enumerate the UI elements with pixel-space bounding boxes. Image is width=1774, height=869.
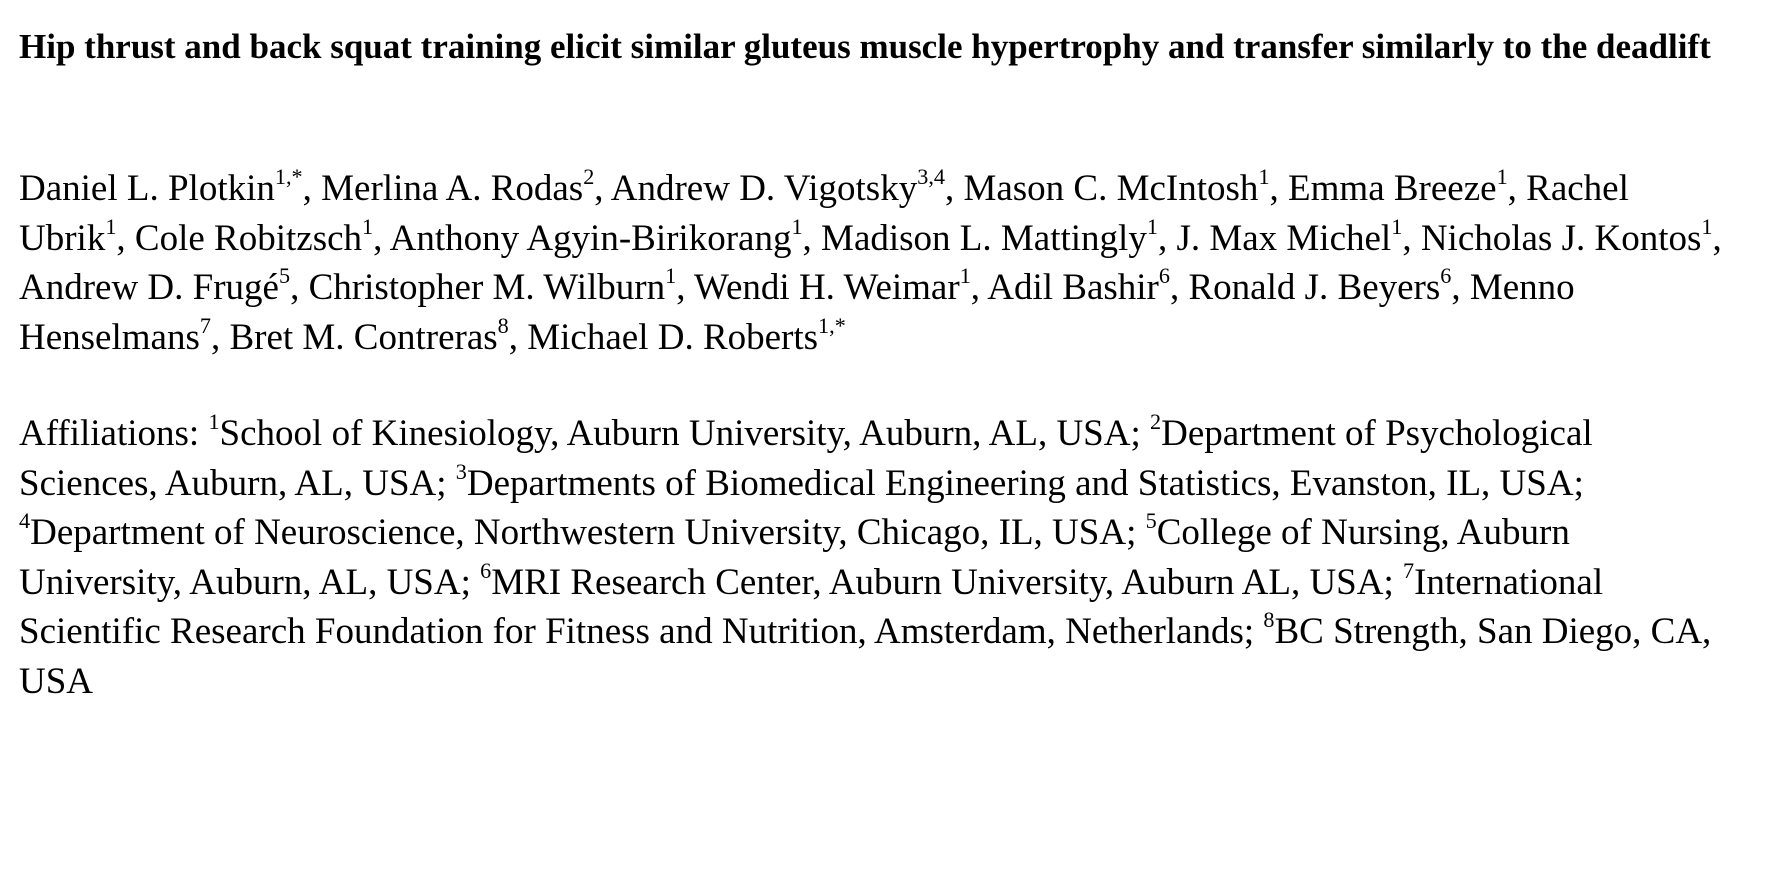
- affiliation-text: Department of Psychological Sciences, Au…: [19, 413, 1593, 504]
- affiliation-text: College of Nursing, Auburn University, A…: [19, 512, 1570, 603]
- affiliation-text: International Scientific Research Founda…: [19, 561, 1604, 653]
- author-name: Andrew D. Vigotsky: [610, 168, 918, 209]
- author-separator: ,: [1451, 267, 1470, 308]
- affiliation-text: Departments of Biomedical Engineering an…: [466, 462, 1574, 504]
- affiliation-text: Department of Neuroscience, Northwestern…: [30, 512, 1127, 553]
- affiliation-marker: 3: [455, 458, 467, 484]
- author-separator: ,: [1169, 267, 1189, 308]
- author-affiliation-marker: 1: [959, 263, 971, 289]
- affiliation-marker: 8: [1263, 607, 1275, 633]
- affiliation-marker: 7: [1403, 557, 1415, 583]
- author-separator: ,: [1157, 217, 1177, 259]
- author-separator: ,: [290, 267, 309, 308]
- author-affiliation-marker: 6: [1158, 263, 1170, 289]
- author-name: Nicholas J. Kontos: [1420, 217, 1702, 259]
- affiliation-separator: ;: [1243, 611, 1264, 652]
- author-name: Christopher M. Wilburn: [308, 267, 666, 308]
- affiliation-marker: 4: [19, 508, 31, 534]
- affiliation-separator: ;: [1573, 462, 1584, 504]
- affiliation-separator: ;: [460, 561, 481, 603]
- author-affiliation-marker: 8: [497, 312, 509, 338]
- author-affiliation-marker: 1: [1258, 164, 1270, 190]
- author-affiliation-marker: 1: [105, 213, 117, 239]
- author-name: Bret M. Contreras: [229, 316, 498, 358]
- author-name: J. Max Michel: [1176, 217, 1392, 259]
- affiliation-marker: 6: [480, 557, 492, 583]
- affiliation-separator: ;: [436, 462, 456, 504]
- author-affiliation-marker: 1: [665, 263, 677, 289]
- author-separator: ,: [1269, 168, 1289, 209]
- author-affiliation-marker: 2: [583, 164, 595, 190]
- affiliation-marker: 2: [1150, 409, 1162, 435]
- author-separator: ,: [116, 217, 135, 259]
- author-affiliation-marker: 1,*: [818, 312, 846, 338]
- author-name: Andrew D. Frugé: [19, 267, 279, 308]
- affiliation-text: MRI Research Center, Auburn University, …: [491, 561, 1384, 603]
- author-name: Rachel Ubrik: [19, 168, 1629, 259]
- author-name: Adil Bashir: [987, 267, 1159, 308]
- author-separator: ,: [594, 168, 611, 209]
- author-separator: ,: [802, 217, 822, 259]
- affiliation-separator: ;: [1126, 512, 1146, 553]
- author-name: Michael D. Roberts: [527, 316, 819, 358]
- author-separator: ,: [508, 316, 528, 358]
- author-name: Menno Henselmans: [19, 267, 1575, 358]
- author-separator: ,: [970, 267, 988, 308]
- author-separator: ,: [210, 316, 230, 358]
- author-name: Emma Breeze: [1288, 168, 1497, 209]
- affiliation-marker: 5: [1145, 508, 1157, 534]
- author-separator: ,: [373, 217, 390, 259]
- author-separator: ,: [302, 168, 322, 209]
- author-affiliation-marker: 1: [1146, 213, 1158, 239]
- paper-page: Hip thrust and back squat training elici…: [19, 22, 1759, 706]
- affiliation-list: Affiliations: 1School of Kinesiology, Au…: [19, 409, 1739, 706]
- affiliation-separator: ;: [1383, 561, 1403, 603]
- author-name: Wendi H. Weimar: [694, 267, 960, 308]
- author-name: Madison L. Mattingly: [821, 217, 1147, 259]
- author-affiliation-marker: 1: [362, 213, 374, 239]
- author-affiliation-marker: 5: [278, 263, 291, 289]
- author-affiliation-marker: 1: [791, 213, 803, 239]
- affiliation-marker: 1: [208, 409, 220, 435]
- author-separator: ,: [676, 267, 695, 308]
- author-name: Daniel L. Plotkin: [19, 168, 275, 209]
- author-separator: ,: [1712, 217, 1722, 259]
- author-affiliation-marker: 1: [1701, 213, 1713, 239]
- author-affiliation-marker: 6: [1440, 263, 1452, 289]
- author-name: Ronald J. Beyers: [1188, 267, 1441, 308]
- paper-title: Hip thrust and back squat training elici…: [19, 27, 1711, 66]
- author-separator: ,: [1507, 168, 1527, 209]
- author-name: Anthony Agyin-Birikorang: [389, 217, 792, 259]
- author-affiliation-marker: 3,4: [917, 164, 945, 190]
- author-separator: ,: [1402, 217, 1421, 259]
- author-list: Daniel L. Plotkin1,*, Merlina A. Rodas2,…: [19, 164, 1739, 362]
- affiliations-label: Affiliations:: [19, 413, 209, 454]
- author-name: Mason C. McIntosh: [963, 168, 1259, 209]
- affiliation-text: BC Strength, San Diego, CA, USA: [19, 611, 1712, 702]
- author-separator: ,: [944, 168, 964, 209]
- author-affiliation-marker: 1,*: [274, 164, 303, 190]
- author-affiliation-marker: 7: [199, 312, 211, 338]
- author-name: Merlina A. Rodas: [321, 168, 584, 209]
- affiliation-text: School of Kinesiology, Auburn University…: [219, 413, 1131, 454]
- author-name: Cole Robitzsch: [134, 217, 363, 259]
- author-affiliation-marker: 1: [1496, 164, 1508, 190]
- author-affiliation-marker: 1: [1391, 213, 1403, 239]
- affiliation-separator: ;: [1130, 413, 1151, 454]
